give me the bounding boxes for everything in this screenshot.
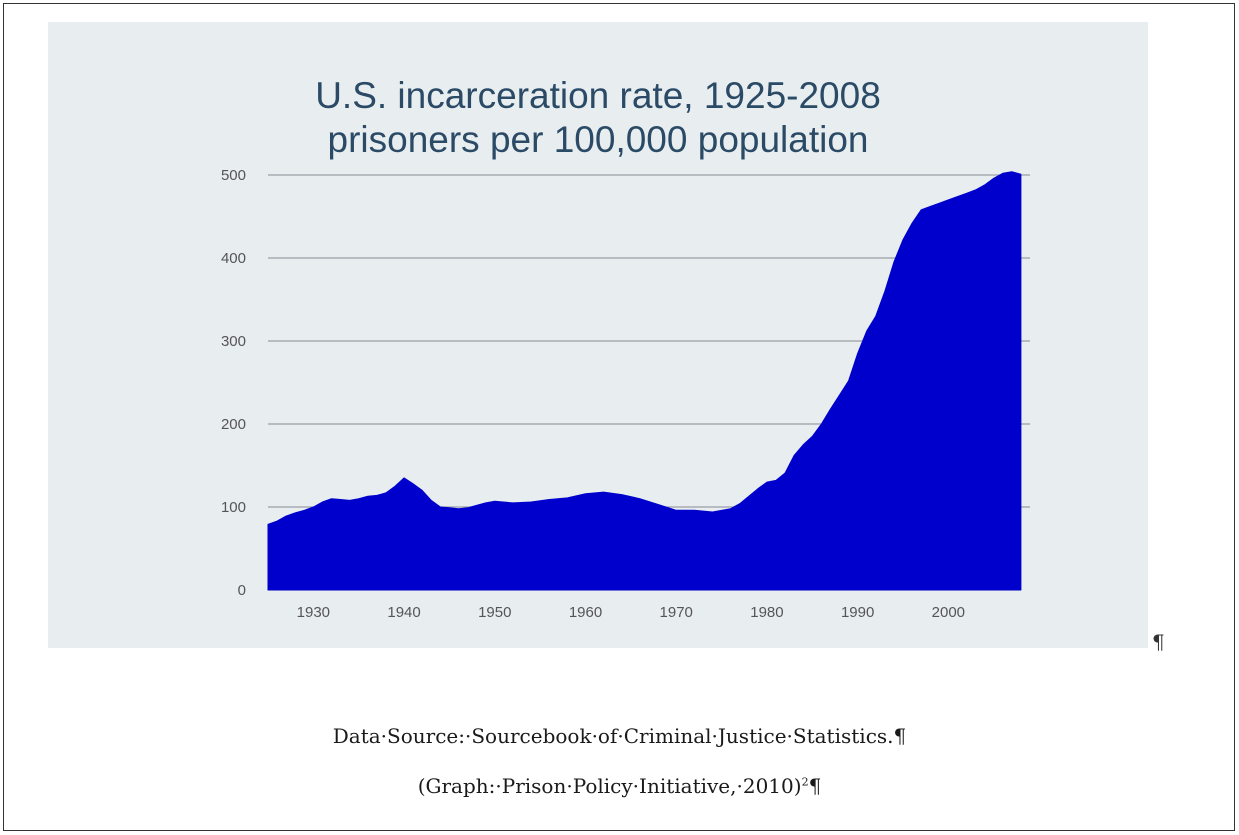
paragraph-mark: ¶ [1152,630,1165,654]
data-source-caption: Data·Source:·Sourcebook·of·Criminal·Just… [332,724,907,748]
plot-area [267,171,1022,591]
x-tick-label-1940: 1940 [387,604,420,621]
document-frame [3,3,1235,831]
chart-panel: U.S. incarceration rate, 1925-2008 priso… [48,22,1148,648]
x-tick-label-1970: 1970 [660,604,693,621]
y-tick-label-0: 0 [238,582,246,599]
incarceration-area [267,171,1022,591]
x-tick-label-1990: 1990 [841,604,874,621]
graph-credit-text: (Graph:·Prison·Policy·Initiative,·2010) [417,774,802,798]
chart-title: U.S. incarceration rate, 1925-2008 [315,75,881,116]
y-tick-label-500: 500 [221,167,246,184]
x-tick-label-1950: 1950 [478,604,511,621]
graph-credit-caption: (Graph:·Prison·Policy·Initiative,·2010)2… [0,774,1239,798]
x-tick-label-2000: 2000 [932,604,965,621]
x-tick-label-1980: 1980 [750,604,783,621]
graph-credit-end-mark: ¶ [808,774,822,798]
y-tick-label-300: 300 [221,333,246,350]
incarceration-rate-chart: U.S. incarceration rate, 1925-2008 priso… [221,75,1030,621]
y-axis-ticks: 0 100 200 300 400 500 [221,167,246,599]
x-tick-label-1930: 1930 [297,604,330,621]
x-tick-label-1960: 1960 [569,604,602,621]
y-tick-label-200: 200 [221,416,246,433]
chart-subtitle: prisoners per 100,000 population [328,119,869,160]
y-tick-label-100: 100 [221,499,246,516]
footnote-marker: 2 [801,775,809,789]
x-axis-ticks: 1930 1940 1950 1960 1970 1980 1990 2000 [297,604,965,621]
y-tick-label-400: 400 [221,250,246,267]
